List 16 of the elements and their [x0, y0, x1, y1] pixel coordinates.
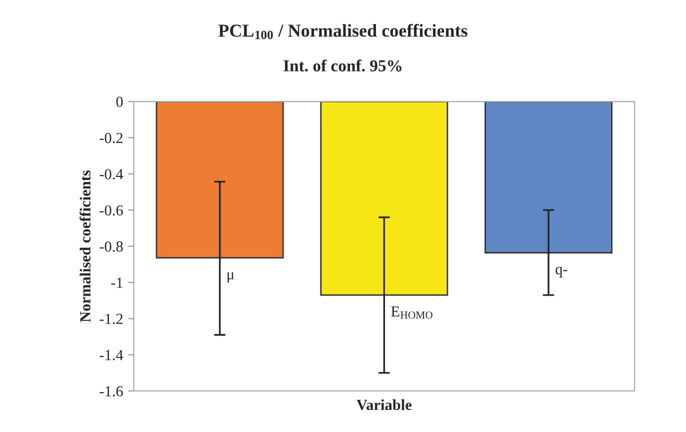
x-axis-title: Variable — [356, 399, 412, 410]
x-tick-label: μ — [228, 272, 234, 283]
y-axis-title: Normalised coefficients — [80, 170, 91, 322]
y-tick-label: -0.8 — [100, 241, 123, 252]
chart-subtitle: Int. of conf. 95% — [284, 60, 402, 72]
y-tick-label: -1.4 — [100, 350, 124, 360]
y-tick-label: 0 — [116, 96, 123, 107]
y-tick-label: -0.4 — [100, 169, 124, 180]
x-tick-label: q- — [556, 266, 568, 278]
y-tick-label: -0.6 — [100, 205, 123, 216]
x-tick-label: E$_{HOMO}$ — [391, 306, 432, 319]
y-tick-label: -1.6 — [100, 386, 123, 396]
chart-title: PCL$_{100}$ / Normalised coefficients — [218, 24, 468, 40]
y-tick-label: -1 — [111, 278, 122, 288]
y-tick-label: -0.2 — [100, 132, 123, 144]
y-tick-label: -1.2 — [100, 314, 123, 324]
